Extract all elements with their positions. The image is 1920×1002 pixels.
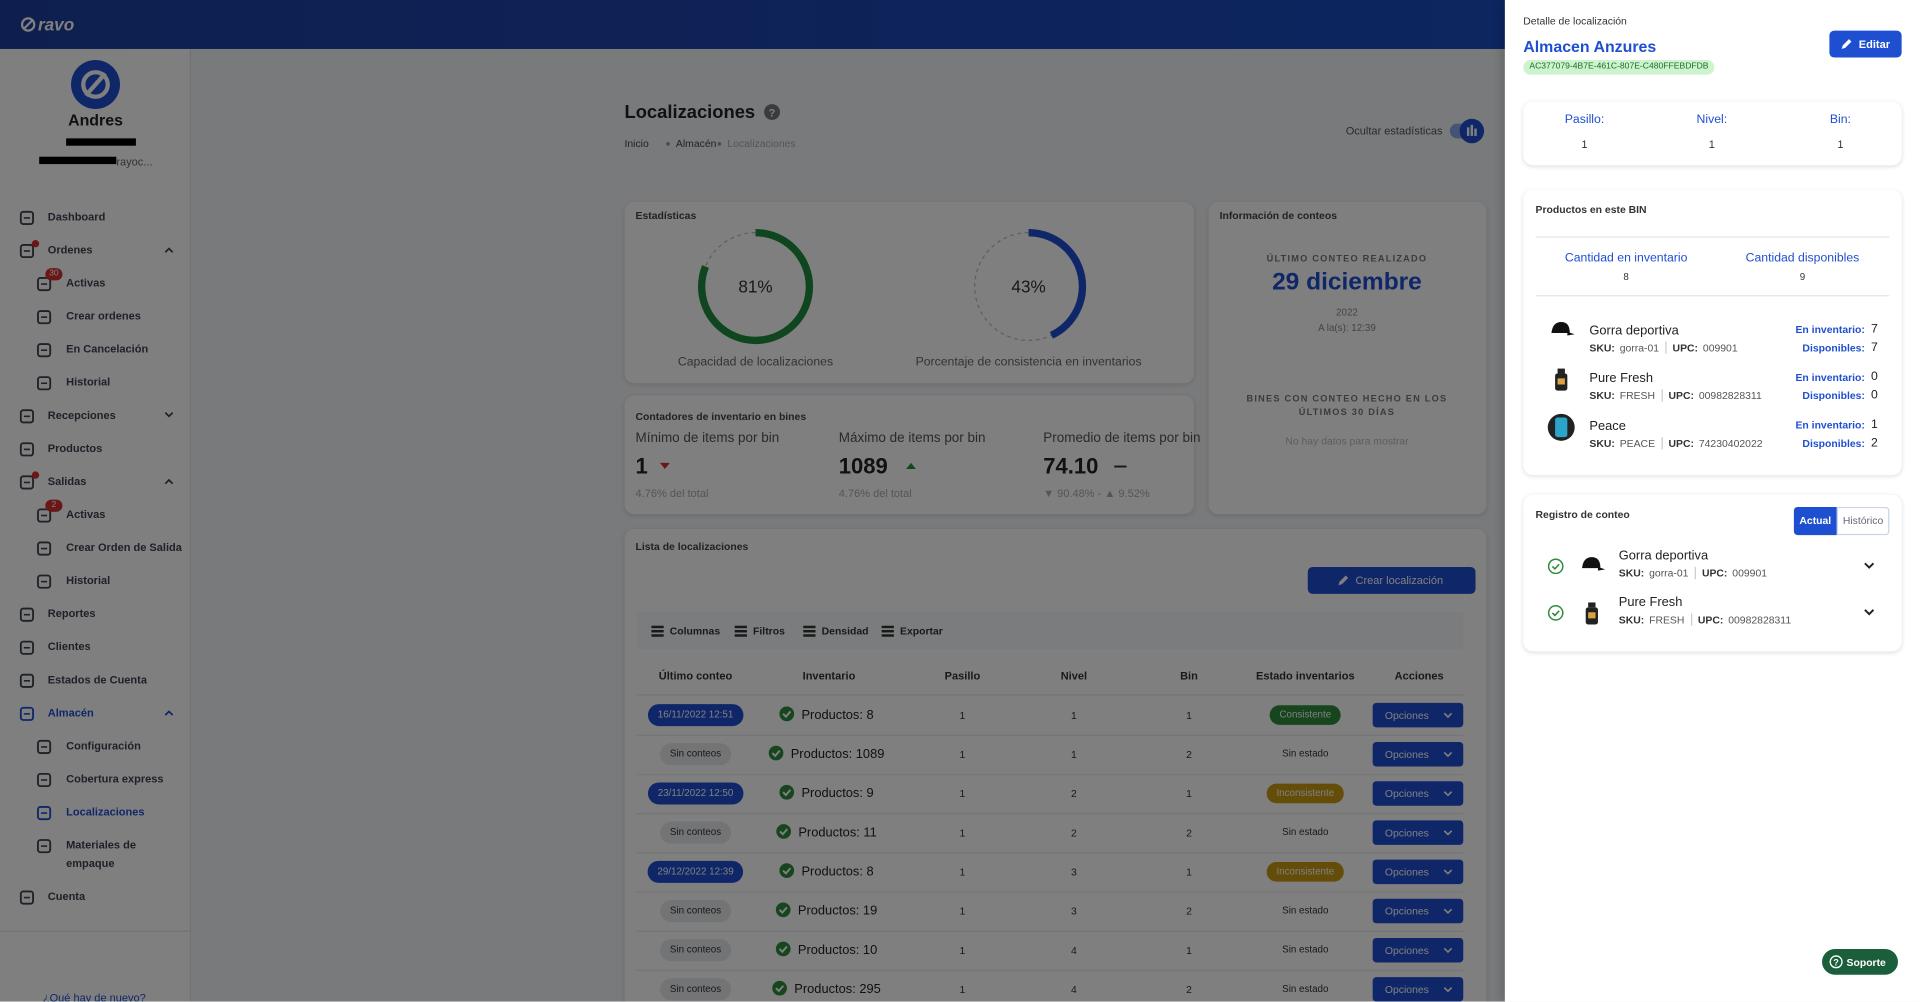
location-value: 1 [1708,138,1715,151]
upc-label: UPC: [1668,389,1694,402]
inventory-value: 0 [1871,370,1878,384]
sku-value: FRESH [1649,613,1692,626]
location-name: Almacen Anzures [1523,37,1657,56]
available-label: Disponibles: [1802,341,1865,354]
tab[interactable]: Histórico [1836,506,1890,536]
upc-value: 009901 [1702,341,1738,354]
sku-row: SKU: gorra-01 UPC: 009901 [1589,341,1738,354]
product-image [1547,413,1575,441]
upc-value: 00982828311 [1698,389,1762,402]
product-image [1585,602,1598,625]
available-value: 2 [1871,436,1878,450]
upc-label: UPC: [1697,613,1724,626]
inventory-value: 1 [1871,418,1878,432]
location-id: AC377079-4B7E-461C-807E-C480FFEBDFDB [1523,60,1715,75]
product-name: Peace [1589,418,1626,434]
sku-row: SKU: PEACE UPC: 74230402022 [1589,437,1763,450]
sku-label: SKU: [1589,389,1615,402]
upc-value: 74230402022 [1698,437,1763,450]
product-name: Pure Fresh [1589,371,1653,386]
upc-value: 009901 [1732,566,1768,580]
available-total-label: Cantidad disponibles [1745,251,1860,266]
card-title: Productos en este BIN [1535,203,1647,216]
product-name: Gorra deportiva [1618,548,1709,564]
support-button[interactable]: ? Soporte [1822,948,1898,975]
inventory-value: 7 [1871,322,1878,337]
inventory-label: En inventario: [1795,323,1865,336]
product-name: Pure Fresh [1618,595,1683,610]
drawer-heading: Detalle de localización [1523,14,1627,27]
pencil-icon [1841,39,1852,49]
location-card: Pasillo: 1 Nivel: 1 Bin: 1 [1523,101,1902,166]
sku-row: SKU: gorra-01 UPC: 009901 [1618,566,1768,580]
sku-label: SKU: [1618,613,1645,626]
inventory-total-value: 8 [1623,271,1629,283]
edit-button[interactable]: Editar [1829,30,1902,58]
sku-value: PEACE [1619,437,1663,450]
available-value: 0 [1871,388,1878,403]
divider [1535,295,1890,297]
product-image [1555,368,1568,391]
upc-label: UPC: [1672,341,1699,354]
location-label: Bin: [1829,113,1851,127]
product-name: Gorra deportiva [1589,323,1679,338]
svg-text:?: ? [1833,957,1839,967]
location-label: Pasillo: [1564,113,1605,127]
sku-label: SKU: [1589,437,1615,450]
sku-value: gorra-01 [1619,341,1667,354]
upc-label: UPC: [1701,566,1728,580]
sku-row: SKU: FRESH UPC: 00982828311 [1618,613,1792,626]
card-title: Registro de conteo [1535,508,1630,521]
inventory-label: En inventario: [1795,418,1865,432]
sku-label: SKU: [1589,341,1615,354]
sku-value: FRESH [1619,389,1663,402]
available-label: Disponibles: [1802,389,1865,402]
upc-label: UPC: [1668,437,1694,450]
sku-label: SKU: [1618,566,1645,580]
inventory-label: En inventario: [1795,371,1865,384]
available-value: 7 [1871,341,1878,355]
location-value: 1 [1581,138,1588,151]
support-label: Soporte [1846,955,1886,968]
tab-active[interactable]: Actual [1793,506,1837,536]
sku-value: gorra-01 [1649,566,1696,580]
backdrop [0,0,1505,1002]
divider [1535,236,1890,238]
product-image [1582,557,1606,571]
inventory-total-label: Cantidad en inventario [1564,251,1688,266]
edit-label: Editar [1858,37,1891,51]
check-icon [1547,605,1564,621]
detail-drawer: Detalle de localización Almacen Anzures AC… [1504,0,1920,1002]
sku-row: SKU: FRESH UPC: 00982828311 [1589,389,1762,402]
available-label: Disponibles: [1802,437,1865,450]
location-label: Nivel: [1696,113,1728,127]
location-value: 1 [1837,138,1844,151]
expand-chevron[interactable] [1864,562,1875,569]
upc-value: 00982828311 [1728,613,1792,626]
count-log-card: Registro de conteo Actual Histórico Gorra d… [1523,494,1902,652]
product-image [1551,322,1575,336]
available-total-value: 9 [1799,271,1806,283]
check-icon [1547,558,1564,575]
products-card: Productos en este BIN Cantidad en inventa… [1523,189,1902,476]
expand-chevron[interactable] [1864,609,1875,616]
help-icon: ? [1829,955,1843,969]
